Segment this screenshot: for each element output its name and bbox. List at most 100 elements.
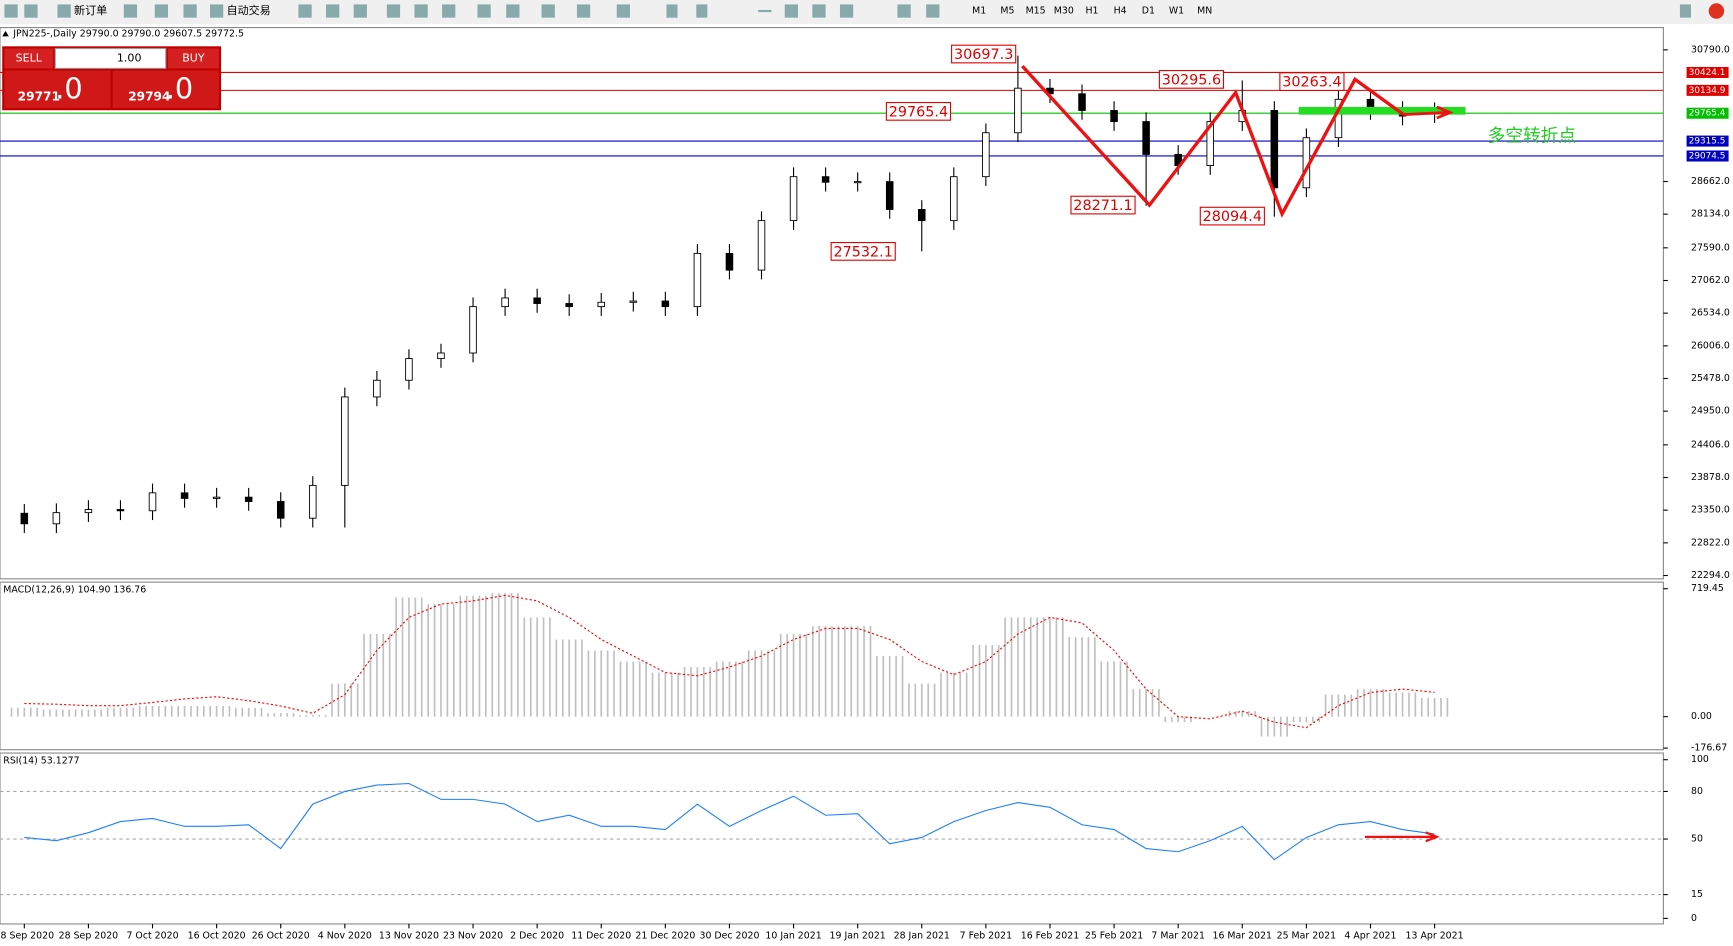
price-panel bbox=[0, 27, 1664, 580]
annotation-box bbox=[1070, 195, 1136, 215]
candle-body bbox=[1078, 93, 1086, 111]
x-tick-label: 18 Sep 2020 bbox=[0, 931, 54, 942]
y-tick-label: 25478.0 bbox=[1691, 373, 1730, 384]
y-tick-label: -176.67 bbox=[1691, 743, 1727, 754]
x-tick-label: 25 Feb 2021 bbox=[1085, 931, 1143, 942]
rsi-label: RSI(14) 53.1277 bbox=[3, 755, 79, 766]
y-tick-label: 50 bbox=[1691, 834, 1703, 845]
toolbar-icons bbox=[4, 4, 1692, 18]
candle-body bbox=[661, 300, 670, 308]
zigzag-drawing bbox=[1021, 65, 1405, 218]
x-tick-label: 19 Jan 2021 bbox=[830, 931, 886, 942]
ask-box[interactable] bbox=[112, 70, 219, 109]
period-button[interactable]: M1 bbox=[972, 6, 986, 17]
annotation-box bbox=[885, 101, 952, 121]
x-tick-label: 16 Oct 2020 bbox=[188, 931, 246, 942]
candle-body bbox=[725, 252, 734, 271]
candle-body bbox=[885, 181, 894, 210]
period-button[interactable]: W1 bbox=[1169, 6, 1184, 17]
x-tick-label: 4 Nov 2020 bbox=[318, 931, 372, 942]
y-tick-label: 22822.0 bbox=[1691, 537, 1730, 548]
y-tick-label: 27590.0 bbox=[1691, 242, 1730, 253]
chart-header: JPN225-,Daily 29790.0 29790.0 29607.5 29… bbox=[12, 29, 244, 40]
y-tick-label: 28662.0 bbox=[1691, 176, 1730, 187]
y-tick-label: 100 bbox=[1691, 754, 1709, 765]
buy-button[interactable] bbox=[167, 48, 219, 69]
collapse-icon[interactable] bbox=[2, 30, 9, 37]
x-tick-label: 13 Nov 2020 bbox=[379, 931, 439, 942]
annotation-box bbox=[830, 242, 896, 261]
candle-body bbox=[950, 176, 958, 222]
y-tick-label: 719.45 bbox=[1691, 583, 1724, 594]
x-tick-label: 7 Feb 2021 bbox=[960, 931, 1012, 942]
level-tag bbox=[1686, 107, 1729, 119]
turning-zone bbox=[1298, 106, 1466, 115]
candle-body bbox=[212, 496, 221, 499]
candle-body bbox=[52, 512, 61, 525]
period-button[interactable]: M5 bbox=[1000, 6, 1014, 17]
candle-body bbox=[276, 501, 285, 519]
annotation: 28271.1 bbox=[1073, 198, 1132, 214]
candle-body bbox=[309, 484, 317, 519]
candle-body bbox=[821, 176, 830, 183]
new-order-button[interactable]: 新订单 bbox=[74, 3, 107, 17]
candle-body bbox=[918, 209, 926, 222]
candle-body bbox=[1270, 110, 1279, 189]
y-tick-label: 23350.0 bbox=[1691, 505, 1730, 516]
level-tag bbox=[1686, 135, 1729, 147]
level-label: 29074.5 bbox=[1689, 151, 1726, 161]
period-button[interactable]: M30 bbox=[1054, 6, 1074, 17]
y-tick-label: 27062.0 bbox=[1691, 275, 1730, 286]
level-label: 29765.4 bbox=[1689, 109, 1726, 119]
period-button[interactable]: H4 bbox=[1114, 6, 1127, 17]
candle-body bbox=[84, 509, 93, 514]
y-tick-label: 24406.0 bbox=[1691, 439, 1730, 450]
y-tick-label: 26006.0 bbox=[1691, 340, 1730, 351]
x-tick-label: 25 Mar 2021 bbox=[1277, 931, 1337, 942]
y-tick-label: 15 bbox=[1691, 889, 1703, 900]
candle-body bbox=[180, 492, 189, 499]
y-tick-label: 30790.0 bbox=[1691, 44, 1730, 55]
period-buttons: M1 M5 M15 M30 H1 H4 D1 W1 MN bbox=[972, 6, 1212, 17]
period-button[interactable]: D1 bbox=[1142, 6, 1155, 17]
macd-panel bbox=[0, 581, 1664, 751]
annotation: 27532.1 bbox=[833, 244, 892, 260]
period-button[interactable]: H1 bbox=[1085, 6, 1098, 17]
bid-box[interactable] bbox=[4, 70, 111, 109]
notification-badge[interactable] bbox=[1708, 3, 1725, 19]
level-tag bbox=[1686, 84, 1729, 96]
candle-body bbox=[533, 297, 541, 304]
level-tag bbox=[1686, 66, 1729, 78]
sell-label: SELL bbox=[16, 51, 43, 64]
annotation: 28094.4 bbox=[1203, 209, 1262, 225]
y-tick-label: 0.00 bbox=[1691, 711, 1712, 722]
sell-button[interactable] bbox=[4, 48, 54, 69]
y-tick-label: 26534.0 bbox=[1691, 308, 1730, 319]
lots-input[interactable] bbox=[54, 47, 167, 69]
period-button[interactable]: MN bbox=[1197, 6, 1212, 17]
x-tick-label: 30 Dec 2020 bbox=[699, 931, 759, 942]
candle-body bbox=[1206, 121, 1214, 166]
annotation-box bbox=[1158, 70, 1225, 89]
x-tick-label: 10 Jan 2021 bbox=[765, 931, 821, 942]
annotation: 29765.4 bbox=[889, 104, 948, 120]
bid-price: 29771 bbox=[18, 90, 60, 104]
ask-price: 29794 bbox=[128, 90, 170, 104]
x-tick-label: 28 Jan 2021 bbox=[894, 931, 950, 942]
candle-body bbox=[469, 306, 477, 354]
candle-body bbox=[1014, 87, 1022, 134]
buy-label: BUY bbox=[182, 51, 205, 64]
candle-body bbox=[373, 379, 381, 398]
rsi-line bbox=[24, 782, 1435, 861]
note-text: 多空转折点 bbox=[1488, 126, 1576, 147]
macd-label: MACD(12,26,9) 104.90 136.76 bbox=[3, 584, 146, 595]
lots-value: 1.00 bbox=[117, 51, 142, 64]
y-tick-label: 24950.0 bbox=[1691, 406, 1730, 417]
auto-trade-button[interactable]: 自动交易 bbox=[227, 3, 271, 17]
period-button[interactable]: M15 bbox=[1026, 6, 1046, 17]
annotation: 30295.6 bbox=[1162, 72, 1221, 88]
one-click-trading: SELL 1.00 BUY 29771 .0 29794 .0 bbox=[2, 46, 222, 111]
annotation-box bbox=[1279, 72, 1345, 91]
candle-body bbox=[597, 301, 606, 308]
